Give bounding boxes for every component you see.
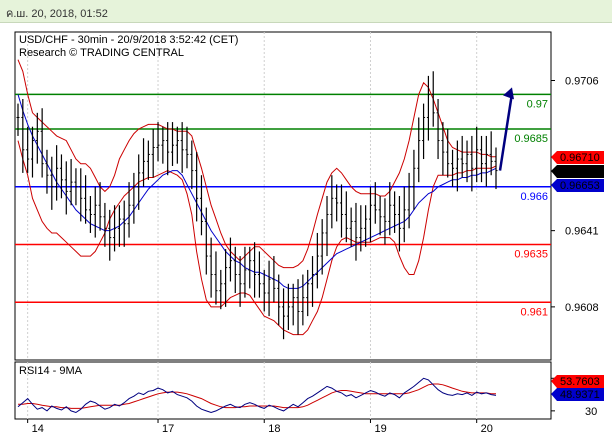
price-tag-0.96710: 0.96710	[551, 151, 604, 164]
rsi-tag-box	[551, 375, 604, 388]
rsi-series	[17, 377, 497, 414]
arrow-shaft	[498, 93, 514, 171]
rsi-label: RSI14 - 9MA	[19, 365, 83, 377]
level-label-0.97: 0.97	[527, 98, 548, 110]
top-bar: ค.ш. 20, 2018, 01:52	[0, 0, 612, 23]
price-tag-0.967: 0.967	[551, 165, 604, 178]
research-credit: Research © TRADING CENTRAL	[19, 47, 184, 59]
level-label-0.961: 0.961	[520, 306, 548, 318]
x-tick-label-17: 17	[162, 423, 174, 435]
level-label-0.9635: 0.9635	[514, 249, 548, 261]
rsi-panel	[14, 361, 552, 420]
price-series	[16, 71, 498, 340]
level-label-0.9685: 0.9685	[514, 133, 548, 145]
bollinger-bands	[17, 59, 497, 336]
price-tag-box	[551, 165, 604, 178]
y-tick-label-0.9641: 0.9641	[565, 226, 599, 238]
rsi-tag-label: 48.9371	[560, 389, 600, 401]
bollinger-upper-line	[17, 59, 496, 269]
bollinger-lower-line	[17, 140, 497, 336]
price-tags: 0.96710 0.967 0.96653	[551, 151, 604, 192]
x-tick-label-20: 20	[481, 423, 493, 435]
rsi-line	[17, 377, 497, 414]
rsi-tag-48.9371: 48.9371	[551, 388, 604, 401]
rsi-y-tick-label-30: 30	[585, 406, 597, 418]
time-axis: 14 17 18 19 20	[27, 419, 493, 435]
x-tick-label-18: 18	[268, 423, 280, 435]
y-tick-label-0.9706: 0.9706	[565, 76, 599, 88]
rsi-tag-53.7603: 53.7603	[551, 375, 604, 388]
price-tag-label: 0.96710	[560, 152, 600, 164]
price-tag-label: 0.967	[560, 166, 588, 178]
price-tag-0.96653: 0.96653	[551, 179, 604, 192]
x-tick-label-14: 14	[32, 423, 44, 435]
arrow-head	[503, 87, 514, 100]
level-label-0.966: 0.966	[520, 191, 548, 203]
price-tag-box	[551, 179, 604, 192]
moving-average-line	[17, 94, 497, 289]
x-tick-label-19: 19	[374, 423, 386, 435]
forecast-arrow	[498, 87, 514, 171]
rsi-tag-label: 53.7603	[560, 376, 600, 388]
timestamp: ค.ш. 20, 2018, 01:52	[6, 8, 108, 20]
rsi-tag-box	[551, 388, 604, 401]
y-tick-label-0.9608: 0.9608	[565, 302, 599, 314]
chart-title: USD/CHF - 30min - 20/9/2018 3:52:42 (CET…	[19, 34, 238, 46]
price-tag-box	[551, 151, 604, 164]
price-axis: 0.9706 0.9641 0.9608	[551, 76, 599, 314]
price-tag-label: 0.96653	[560, 180, 600, 192]
